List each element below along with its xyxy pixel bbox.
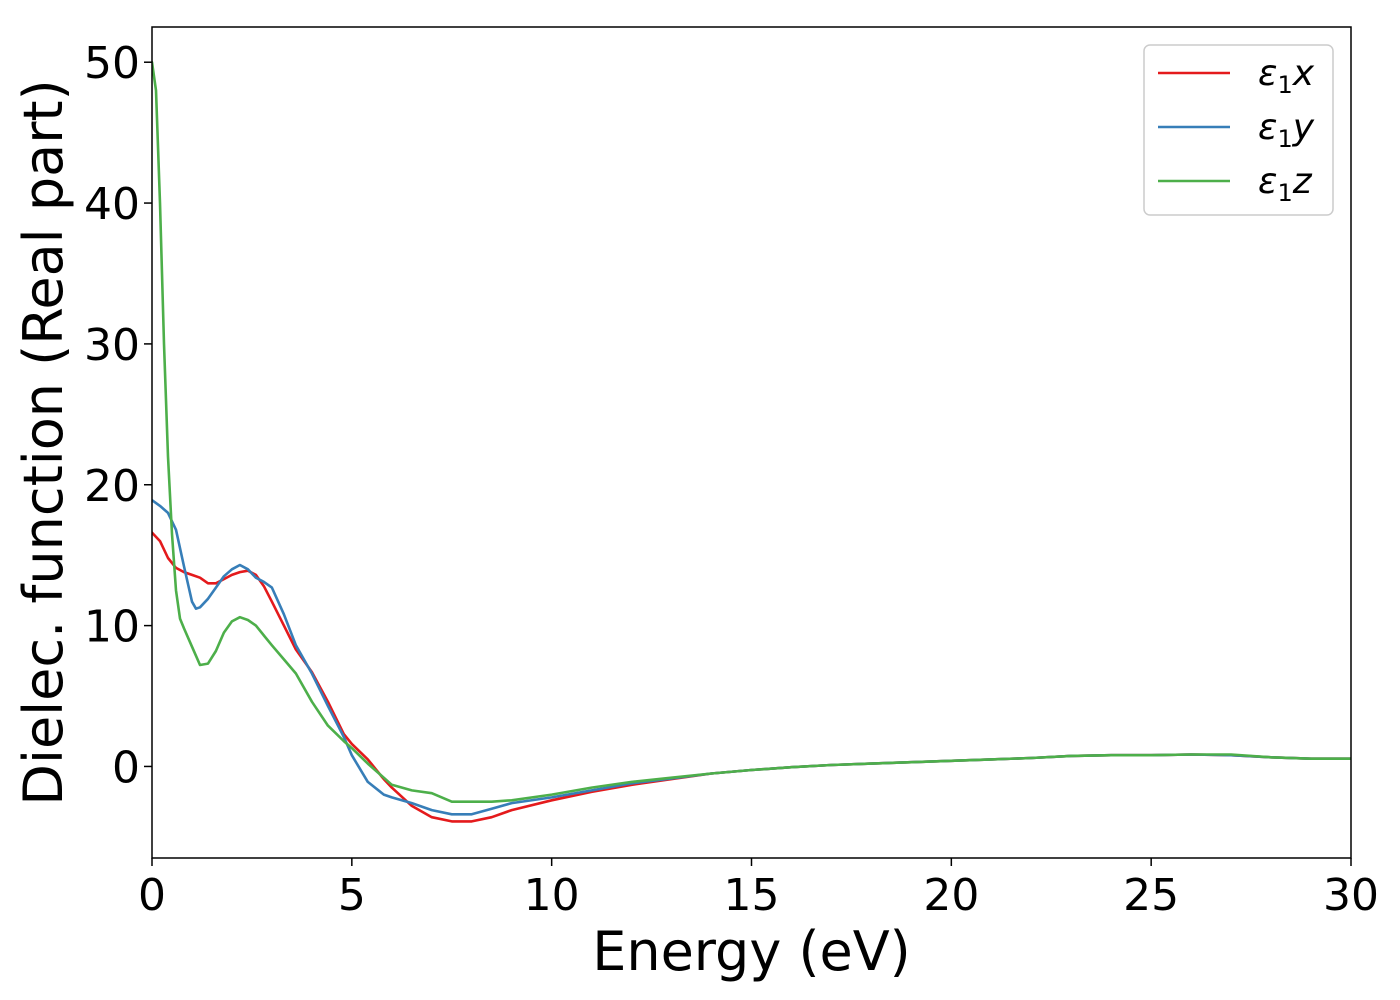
legend-box — [1143, 44, 1334, 216]
x-tick-label: 10 — [524, 870, 580, 921]
x-tick-label: 5 — [338, 870, 366, 921]
legend-label-y: ε1y — [1258, 107, 1315, 153]
x-tick-label: 20 — [923, 870, 979, 921]
plot-lines — [152, 60, 1351, 823]
x-axis-label: Energy (eV) — [592, 920, 911, 983]
legend: ε1x ε1y ε1z — [1143, 44, 1334, 216]
legend-label-x: ε1x — [1258, 53, 1315, 99]
series-line-z — [152, 60, 1351, 803]
axis-ticks: 0 5 10 15 20 25 30 0 10 20 30 40 50 — [84, 38, 1379, 921]
x-tick-label: 0 — [138, 870, 166, 921]
x-tick-label: 25 — [1123, 870, 1179, 921]
x-tick-label: 30 — [1323, 870, 1379, 921]
series-line-y — [152, 498, 1351, 816]
y-tick-label: 10 — [84, 602, 140, 653]
y-tick-label: 20 — [84, 461, 140, 512]
x-tick-label: 15 — [724, 870, 780, 921]
series-line-x — [152, 531, 1351, 823]
y-tick-label: 40 — [84, 179, 140, 230]
y-tick-label: 30 — [84, 320, 140, 371]
y-tick-label: 50 — [84, 38, 140, 89]
y-tick-label: 0 — [112, 742, 140, 793]
legend-label-z: ε1z — [1258, 161, 1313, 207]
y-axis-label: Dielec. function (Real part) — [12, 79, 75, 805]
